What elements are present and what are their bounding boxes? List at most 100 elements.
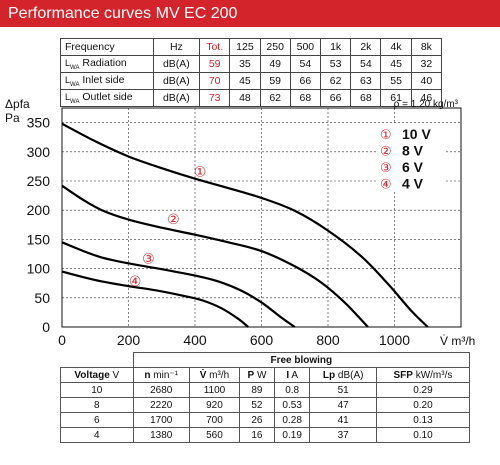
sound-band-value: 55 <box>380 72 412 90</box>
free-blowing-cell: 51 <box>309 382 377 398</box>
free-blowing-cell: 16 <box>239 427 275 443</box>
sound-row: LWA Outlet side dB(A) 73 48 62 68 66 68 61 46 <box>60 89 443 107</box>
sound-col-125: 125 <box>229 38 261 56</box>
legend-marker: ③ <box>380 161 392 176</box>
page-title-bar: Performance curves MV EC 200 <box>0 0 500 27</box>
curve-line <box>61 241 296 328</box>
free-blowing-header: Lp dB(A) <box>309 367 377 383</box>
free-blowing-cell: 1380 <box>132 427 190 443</box>
x-tick-label: 600 <box>250 332 274 348</box>
page-title: Performance curves MV EC 200 <box>8 5 238 22</box>
legend-marker: ④ <box>380 178 392 193</box>
curve-marker: ④ <box>129 274 142 290</box>
free-blowing-cell: 8 <box>60 397 134 413</box>
legend-label: 4 V <box>402 176 424 192</box>
sound-band-value: 49 <box>259 55 291 73</box>
sound-band-value: 62 <box>320 72 352 90</box>
free-blowing-header: P W <box>239 367 275 383</box>
legend-marker: ② <box>380 145 392 160</box>
free-blowing-cell: 1700 <box>132 412 190 428</box>
chart-legend: ① 10 V ② 8 V ③ 6 V ④ 4 V <box>376 123 444 193</box>
free-blowing-cell: 0.29 <box>375 382 471 398</box>
sound-band-value: 66 <box>289 72 322 90</box>
y-tick-label: 350 <box>27 115 51 131</box>
chart-axes: 0 50 100 150 200 250 300 350 0 200 400 600 800 1000 Δp… <box>5 97 475 348</box>
curve-line <box>61 270 249 328</box>
sound-table-header-row: Frequency Hz Tot. 125 250 500 1k 2k 4k 8… <box>60 38 443 56</box>
legend-label: 6 V <box>402 159 424 175</box>
sound-row-label: LWA Radiation <box>60 55 154 73</box>
x-axis-label: V̇ m³/h <box>440 334 475 348</box>
sound-row-unit: dB(A) <box>152 89 201 107</box>
curve-marker: ③ <box>142 252 155 268</box>
sound-row-unit: dB(A) <box>152 55 201 73</box>
sound-col-250: 250 <box>259 38 291 56</box>
sound-band-value: 45 <box>380 55 412 73</box>
sound-row: LWA Radiation dB(A) 59 35 49 54 53 54 45 32 <box>60 55 443 73</box>
x-tick-label: 200 <box>117 332 141 348</box>
free-blowing-cell: 26 <box>239 412 275 428</box>
curve-marker: ① <box>194 165 207 181</box>
curve-line <box>61 122 429 328</box>
sound-band-value: 68 <box>289 89 322 107</box>
y-tick-label: 300 <box>27 144 51 160</box>
sound-row-label: LWA Outlet side <box>60 89 154 107</box>
chart-curves <box>61 122 429 328</box>
sound-band-value: 54 <box>289 55 322 73</box>
x-tick-label: 0 <box>58 332 66 348</box>
y-tick-label: 200 <box>27 202 51 218</box>
sound-band-value: 53 <box>320 55 352 73</box>
free-blowing-header: V̇ m³/h <box>188 367 241 383</box>
legend-marker: ① <box>380 128 392 143</box>
sound-band-value: 40 <box>410 72 443 90</box>
lwa-symbol: LWA <box>65 92 80 105</box>
free-blowing-header: Voltage V <box>60 367 134 383</box>
sound-table-body: LWA Radiation dB(A) 59 35 49 54 53 54 45 32 LWA In… <box>60 55 443 107</box>
free-blowing-cell: 37 <box>309 427 377 443</box>
lwa-symbol: LWA <box>65 75 80 88</box>
y-tick-label: 100 <box>27 261 51 277</box>
y-tick-label: 0 <box>42 319 50 335</box>
free-blowing-cell: 0.19 <box>273 427 311 443</box>
free-blowing-cell: 0.53 <box>273 397 311 413</box>
free-blowing-title: Free blowing <box>132 352 471 368</box>
sound-row-total: 70 <box>199 72 231 90</box>
free-blowing-cell: 2680 <box>132 382 190 398</box>
free-blowing-cell: 1100 <box>188 382 241 398</box>
sound-band-value: 35 <box>229 55 261 73</box>
free-blowing-cell: 52 <box>239 397 275 413</box>
free-blowing-cell: 10 <box>60 382 134 398</box>
plot-frame <box>61 107 462 328</box>
y-axis-label: Δpfa <box>5 97 30 111</box>
free-blowing-cell: 920 <box>188 397 241 413</box>
free-blowing-header: n min⁻¹ <box>132 367 190 383</box>
free-blowing-row: 4 1380 560 16 0.19 37 0.10 <box>60 427 471 443</box>
curve-line <box>61 184 369 328</box>
sound-row-total: 73 <box>199 89 231 107</box>
sound-col-tot: Tot. <box>199 38 231 56</box>
y-tick-label: 150 <box>27 231 51 247</box>
x-tick-label: 400 <box>183 332 207 348</box>
free-blowing-cell: 700 <box>188 412 241 428</box>
curve-marker: ② <box>167 212 180 228</box>
sound-band-value: 45 <box>229 72 261 90</box>
sound-row: LWA Inlet side dB(A) 70 45 59 66 62 63 55 40 <box>60 72 443 90</box>
free-blowing-header: I A <box>273 367 311 383</box>
sound-row-unit: dB(A) <box>152 72 201 90</box>
free-blowing-body: 10 2680 1100 89 0.8 51 0.29 8 2220 920 52 0.53 47 0.2… <box>60 382 471 443</box>
sound-col-1k: 1k <box>320 38 352 56</box>
sound-col-hz: Hz <box>152 38 201 56</box>
free-blowing-cell: 47 <box>309 397 377 413</box>
sound-row-label: LWA Inlet side <box>60 72 154 90</box>
free-blowing-row: 10 2680 1100 89 0.8 51 0.29 <box>60 382 471 398</box>
legend-box <box>376 123 444 191</box>
free-blowing-cell: 4 <box>60 427 134 443</box>
sound-band-value: 54 <box>350 55 382 73</box>
sound-col-8k: 8k <box>410 38 443 56</box>
x-tick-label: 1000 <box>379 332 410 348</box>
x-tick-label: 800 <box>316 332 340 348</box>
free-blowing-cell: 0.28 <box>273 412 311 428</box>
performance-chart: 0 50 100 150 200 250 300 350 0 200 400 600 800 1000 Δp… <box>5 97 475 348</box>
